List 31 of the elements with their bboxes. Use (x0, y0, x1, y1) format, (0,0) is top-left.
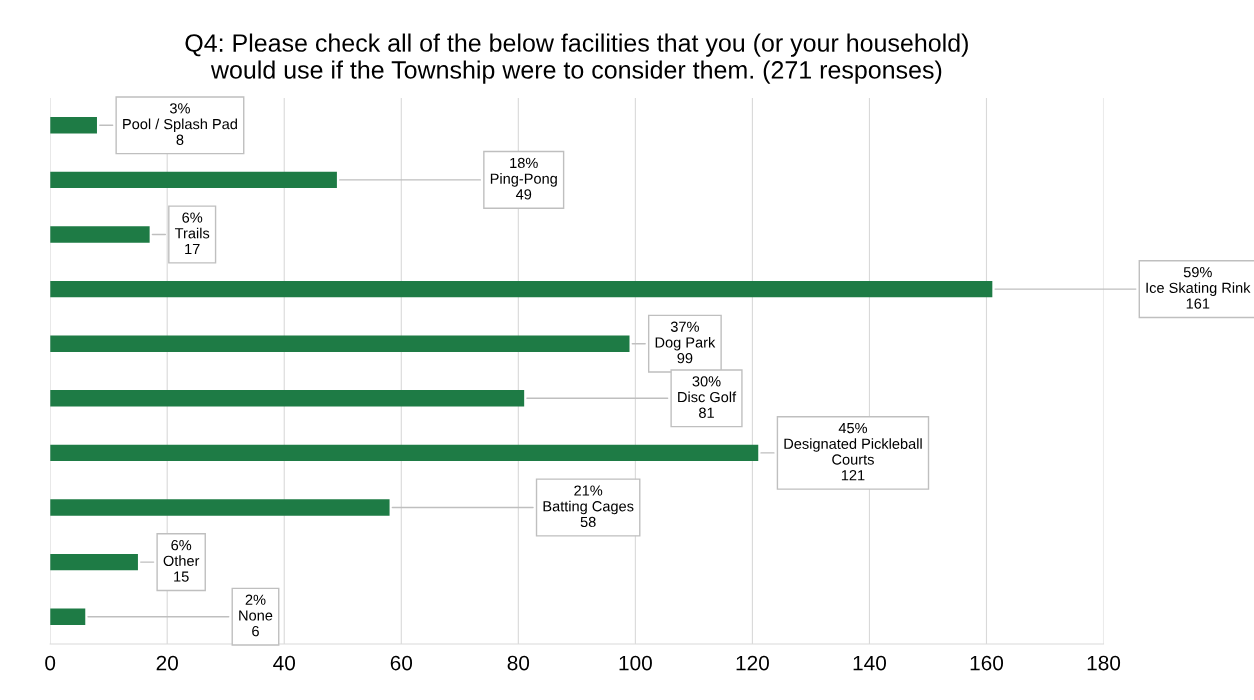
data-label: 45% Designated Pickleball Courts 121 (784, 422, 922, 481)
x-tick-label: 180 (1087, 655, 1121, 671)
x-tick-label: 0 (45, 655, 56, 671)
bar (50, 444, 759, 462)
data-label: 21% Batting Cages 58 (543, 485, 634, 528)
data-label: 59% Ice Skating Rink 161 (1146, 266, 1251, 309)
x-tick-label: 80 (507, 655, 530, 671)
chart-title: Q4: Please check all of the below facilities that you (or your household) would use if the Township were to consider them. (271 responses) (185, 33, 968, 84)
bar (50, 117, 97, 134)
x-tick-label: 120 (736, 655, 769, 671)
x-tick-label: 100 (619, 655, 652, 671)
data-label: 6% Other 15 (163, 539, 200, 582)
bar (50, 608, 86, 625)
data-label: 6% Trails 17 (174, 212, 210, 254)
bar (50, 553, 138, 571)
data-label: 18% Ping-Pong 49 (490, 157, 557, 200)
data-label: 3% Pool / Splash Pad 8 (123, 103, 237, 145)
bar (50, 390, 525, 407)
x-tick-label: 140 (853, 655, 887, 671)
x-tick-label: 60 (390, 655, 413, 671)
bar (50, 226, 150, 243)
bar (50, 280, 993, 298)
data-label: 2% None 6 (239, 594, 273, 637)
bar (50, 171, 337, 189)
bar (50, 335, 630, 352)
data-label: 37% Dog Park 99 (655, 321, 716, 364)
bar (50, 499, 390, 516)
x-tick-label: 160 (970, 655, 1004, 671)
data-label: 30% Disc Golf 81 (678, 376, 737, 418)
x-tick-label: 20 (156, 655, 178, 671)
x-tick-label: 40 (273, 655, 296, 671)
